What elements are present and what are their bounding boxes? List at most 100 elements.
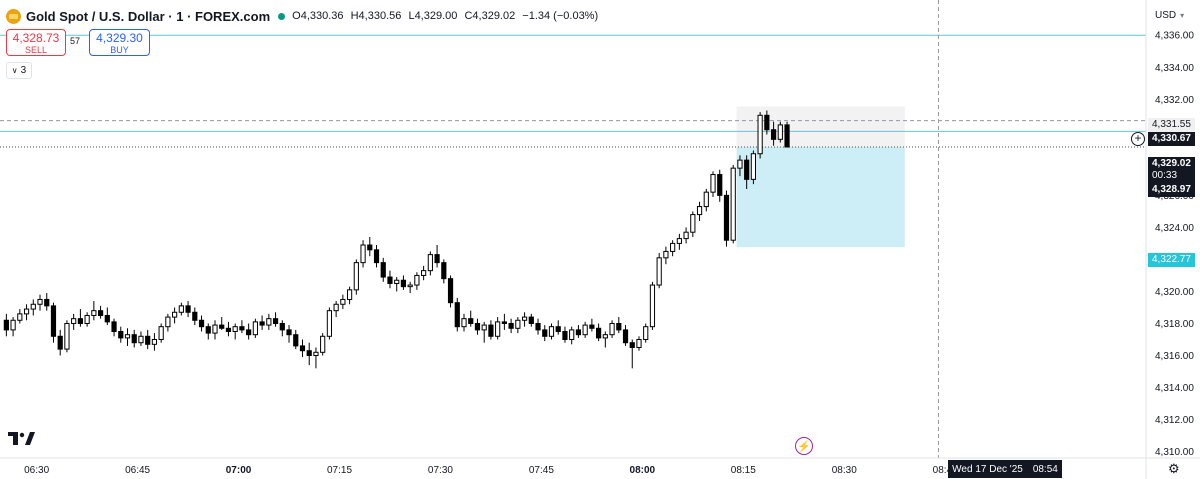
x-tick-label: 07:30 (428, 465, 453, 476)
candle (663, 250, 669, 259)
candle (542, 329, 548, 337)
candle (158, 326, 164, 340)
candle (730, 167, 736, 241)
market-open-icon (278, 12, 286, 20)
y-tick-label: 4,334.00 (1155, 63, 1194, 74)
buy-price: 4,329.30 (96, 31, 143, 45)
candle (205, 326, 211, 334)
entry-price-tag: 4,330.67 (1148, 132, 1195, 146)
candle (64, 322, 70, 350)
candle (629, 342, 635, 349)
candle (326, 310, 333, 337)
bid-price-tag: 4,328.97 (1148, 183, 1195, 197)
candle (17, 313, 23, 321)
sell-button[interactable]: 4,328.73 SELL (6, 29, 66, 56)
x-tick-label: 07:45 (529, 465, 554, 476)
candle (165, 316, 171, 328)
candle (710, 174, 716, 193)
candle (562, 330, 568, 340)
buy-label: BUY (110, 45, 129, 55)
candle (744, 159, 750, 180)
symbol-header: Gold Spot / U.S. Dollar · 1 · FOREX.com … (6, 7, 602, 25)
candle (306, 350, 312, 357)
last-price-value: 4,329.02 (1152, 158, 1191, 169)
x-tick-label: 06:30 (24, 465, 49, 476)
gold-coin-icon (6, 8, 21, 24)
candle (10, 319, 16, 331)
candle (30, 303, 36, 310)
candle (380, 262, 386, 278)
close-label: C (464, 10, 473, 22)
chevron-down-icon: ∨ (11, 66, 18, 75)
bar-countdown: 00:33 (1152, 170, 1178, 181)
sell-price: 4,328.73 (12, 31, 60, 45)
candle (474, 322, 481, 331)
candle (737, 159, 743, 169)
y-tick-label: 4,318.00 (1155, 319, 1194, 330)
candle (239, 326, 245, 331)
candle (777, 124, 783, 140)
y-tick-label: 4,332.00 (1155, 95, 1194, 106)
candle (286, 329, 292, 336)
spread-value: 57 (70, 36, 81, 46)
open-label: O (292, 10, 301, 22)
x-tick-label: 06:45 (125, 465, 150, 476)
candle (259, 321, 265, 326)
candle (407, 284, 413, 288)
ohlc-readout: O4,330.36 H4,330.56 L4,329.00 C4,329.02 … (292, 10, 602, 22)
buy-button[interactable]: 4,329.30 BUY (89, 29, 150, 56)
candle (636, 338, 642, 349)
candle (232, 326, 238, 332)
candle (764, 114, 770, 131)
candle (703, 191, 709, 208)
candle (91, 310, 97, 316)
currency-selector[interactable]: USD ▾ (1150, 5, 1194, 25)
y-tick-label: 4,336.00 (1155, 31, 1194, 42)
candle (272, 318, 279, 324)
position-stop-zone (736, 147, 905, 248)
candle (616, 322, 622, 331)
y-tick-label: 4,316.00 (1155, 351, 1194, 362)
y-tick-label: 4,320.00 (1155, 287, 1194, 298)
candle (421, 270, 427, 276)
indicators-toggle-button[interactable]: ∨ 3 (6, 62, 32, 79)
candle (346, 289, 353, 300)
candle (750, 153, 756, 180)
lightning-icon[interactable]: ⚡ (795, 437, 813, 455)
candle (528, 316, 534, 324)
candle (320, 335, 326, 353)
candle (313, 351, 319, 357)
candle (770, 129, 777, 140)
add-alert-plus-icon[interactable]: + (1131, 132, 1145, 146)
tradingview-logo-icon[interactable] (8, 432, 36, 451)
x-tick-label: 08:30 (832, 465, 857, 476)
candle (461, 318, 467, 328)
candle (138, 335, 144, 344)
symbol-title[interactable]: Gold Spot / U.S. Dollar · 1 · FOREX.com (26, 8, 271, 24)
candle (548, 326, 555, 337)
stop-price-tag: 4,322.77 (1148, 253, 1195, 267)
low-label: L (408, 10, 415, 22)
candle (50, 305, 57, 337)
candle (427, 254, 433, 272)
high-label: H (350, 10, 359, 22)
crosshair-time: 08:54 (1032, 463, 1058, 475)
candle (495, 321, 501, 337)
price-scale-bg (1146, 0, 1200, 479)
candle (37, 298, 43, 305)
y-tick-label: 4,314.00 (1155, 383, 1194, 394)
candle (77, 318, 83, 324)
candle (575, 329, 582, 336)
candle (84, 314, 90, 324)
crosshair-date-label: Wed 17 Dec '25 08:54 (948, 460, 1062, 478)
candle (441, 262, 447, 280)
candle (535, 322, 541, 331)
candle (57, 335, 63, 350)
x-tick-label: 07:15 (327, 465, 352, 476)
gear-icon[interactable]: ⚙ (1168, 461, 1180, 476)
candle (468, 318, 474, 324)
candle (198, 319, 205, 328)
candle (151, 338, 158, 345)
